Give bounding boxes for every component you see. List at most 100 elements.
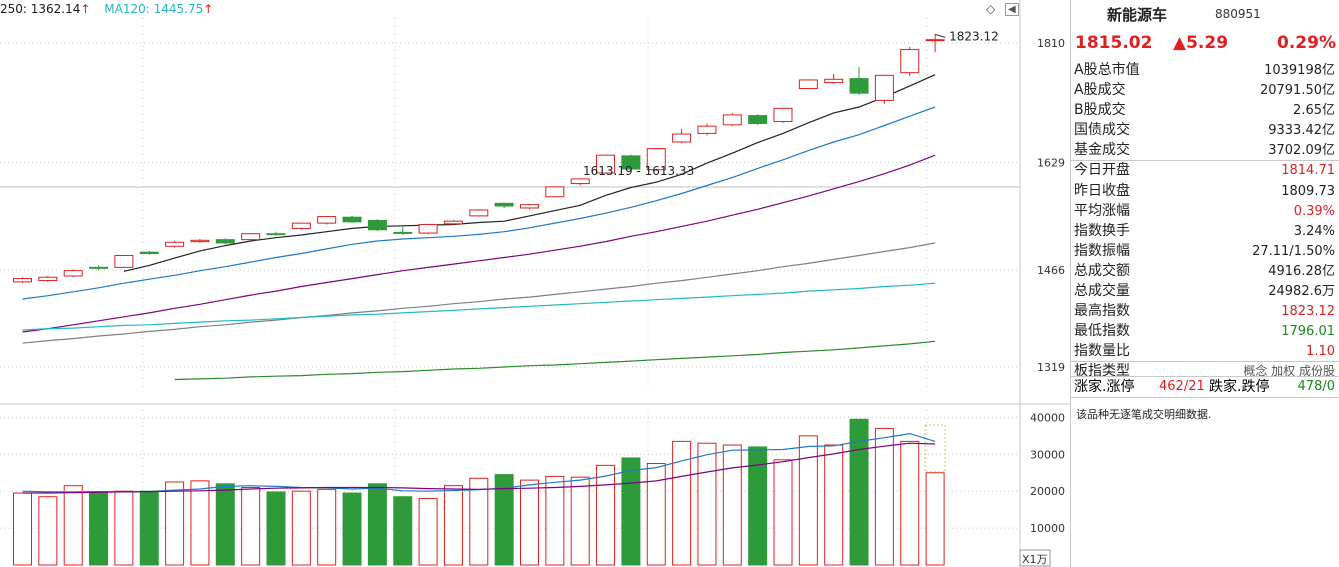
candle-body[interactable] [139, 251, 159, 255]
diamond-icon[interactable]: ◇ [986, 2, 996, 16]
candle-body[interactable] [596, 154, 616, 174]
stat-row: 指数振幅 27.11/1.50% [1071, 241, 1339, 261]
volume-bar[interactable] [443, 485, 463, 566]
volume-bar[interactable] [748, 446, 768, 566]
volume-bar[interactable] [672, 440, 692, 566]
candle-body[interactable] [165, 241, 185, 247]
candle-body[interactable] [63, 270, 83, 277]
candle-body[interactable] [38, 276, 58, 282]
candle-body[interactable] [874, 74, 894, 101]
candle-body[interactable] [798, 79, 818, 90]
volume-bar[interactable] [266, 491, 286, 566]
candle-body[interactable] [773, 107, 793, 123]
tick-data-note: 该品种无逐笔成交明细数据. [1076, 408, 1212, 421]
stat-label: 板指类型 [1074, 363, 1130, 380]
up-limit-label: 涨家.涨停 [1074, 379, 1135, 395]
candle-body[interactable] [13, 278, 32, 283]
price-change: ▲5.29 [1173, 33, 1229, 53]
scroll-left-icon[interactable]: ◀ [1005, 3, 1019, 16]
volume-bar[interactable] [114, 490, 134, 566]
price-tick-label: 1319 [1037, 361, 1065, 374]
candle-body[interactable] [317, 216, 337, 224]
volume-bar[interactable] [291, 490, 311, 566]
volume-bar[interactable] [418, 498, 438, 566]
ma250-legend: 250: 1362.14 [0, 2, 81, 16]
volume-bar[interactable] [621, 457, 641, 566]
current-bar-marker [924, 424, 946, 473]
volume-bar[interactable] [596, 464, 616, 566]
volume-bar[interactable] [570, 476, 590, 566]
stat-row: 总成交量 24982.6万 [1071, 281, 1339, 301]
candle-body[interactable] [266, 233, 286, 236]
candle-body[interactable] [469, 209, 489, 217]
candle-body[interactable] [570, 178, 590, 185]
volume-bar[interactable] [469, 477, 489, 566]
volume-bar[interactable] [849, 418, 869, 566]
volume-bar[interactable] [38, 496, 58, 566]
price-tick-label: 1466 [1037, 264, 1065, 277]
volume-bar[interactable] [393, 496, 413, 566]
stat-label: 指数量比 [1074, 343, 1130, 360]
stat-label: 国债成交 [1074, 122, 1130, 139]
candle-body[interactable] [824, 78, 844, 84]
volume-bar[interactable] [367, 483, 387, 566]
down-limit-value: 478/0 [1297, 379, 1335, 394]
candle-body[interactable] [849, 78, 869, 94]
volume-bar[interactable] [13, 492, 32, 566]
volume-bar[interactable] [190, 480, 210, 566]
candle-body[interactable] [621, 155, 641, 170]
candle-body[interactable] [342, 216, 362, 223]
volume-bar[interactable] [215, 483, 235, 566]
volume-bar[interactable] [798, 435, 818, 566]
stat-label: A股成交 [1074, 82, 1126, 99]
candle-body[interactable] [291, 222, 311, 229]
kline-chart[interactable]: 1810 1629 1466 1319 40000 30000 20000 10000 X1万 1… [0, 0, 1070, 567]
volume-bar[interactable] [241, 487, 261, 566]
stat-label: 昨日收盘 [1074, 182, 1130, 199]
candle-body[interactable] [241, 233, 261, 241]
volume-bar[interactable] [89, 492, 109, 566]
candle-body[interactable] [545, 186, 565, 198]
candle-body[interactable] [900, 49, 920, 74]
candle-body[interactable] [697, 125, 717, 134]
candle-body[interactable] [215, 239, 235, 244]
volume-bar[interactable] [646, 463, 666, 566]
volume-bar[interactable] [925, 472, 945, 566]
candle-body[interactable] [393, 231, 413, 234]
volume-bar[interactable] [520, 479, 539, 566]
stat-value: 3702.09亿 [1268, 143, 1335, 159]
stat-row: A股总市值 1039198亿 [1071, 60, 1339, 80]
candle-body[interactable] [646, 148, 666, 171]
candle-body[interactable] [367, 220, 387, 231]
volume-bar[interactable] [139, 490, 159, 566]
candle-body[interactable] [114, 254, 134, 268]
volume-bar[interactable] [545, 475, 565, 566]
volume-bar[interactable] [63, 485, 83, 566]
volume-bar[interactable] [317, 488, 337, 566]
stat-label: 今日开盘 [1074, 162, 1130, 179]
candle-body[interactable] [418, 223, 438, 234]
volume-bar[interactable] [342, 492, 362, 566]
volume-bar[interactable] [165, 481, 185, 566]
stat-row: 指数换手 3.24% [1071, 221, 1339, 241]
candle-body[interactable] [925, 39, 945, 42]
volume-bar[interactable] [900, 440, 920, 566]
volume-bar[interactable] [697, 442, 717, 566]
volume-bar[interactable] [722, 444, 742, 566]
candle-body[interactable] [672, 133, 692, 143]
volume-bar[interactable] [494, 474, 514, 566]
stat-value: 27.11/1.50% [1252, 243, 1335, 259]
candle-body[interactable] [443, 220, 463, 225]
stat-row: 最低指数 1796.01 [1071, 321, 1339, 341]
volume-bar[interactable] [874, 427, 894, 566]
up-limit-value: 462/21 [1159, 379, 1205, 394]
volume-bar[interactable] [824, 444, 844, 566]
chart-area[interactable]: 1810 1629 1466 1319 40000 30000 20000 10000 X1万 1… [0, 0, 1070, 567]
candle-body[interactable] [89, 266, 109, 269]
candle-body[interactable] [494, 202, 514, 207]
candle-body[interactable] [520, 204, 539, 209]
volume-bar[interactable] [773, 459, 793, 566]
candle-body[interactable] [748, 115, 768, 125]
candle-body[interactable] [190, 239, 210, 243]
candle-body[interactable] [722, 114, 742, 126]
